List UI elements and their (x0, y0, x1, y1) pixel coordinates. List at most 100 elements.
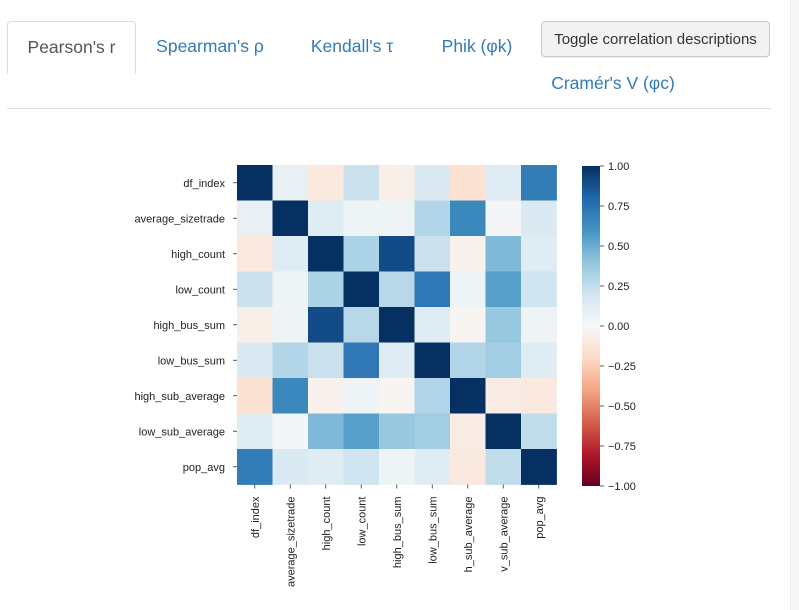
heatmap-cell-average_sizetrade-high_bus_sum (379, 200, 415, 237)
heatmap-cell-high_bus_sum-high_sub_average (450, 307, 486, 343)
heatmap-cell-low_bus_sum-average_sizetrade (272, 342, 309, 379)
heatmap-cell-pop_avg-pop_avg (521, 449, 557, 485)
heatmap-cell-high_bus_sum-high_bus_sum (379, 307, 415, 343)
heatmap-cell-df_index-high_bus_sum (379, 165, 415, 201)
heatmap-cell-low_count-low_sub_average (485, 271, 522, 308)
heatmap-cell-high_sub_average-high_count (308, 378, 344, 414)
tab-phik[interactable]: Phik (φk) (441, 36, 513, 56)
heatmap-cell-low_bus_sum-high_sub_average (450, 342, 486, 379)
row-label-high_bus_sum: high_bus_sum (153, 320, 225, 332)
heatmap-cell-low_count-pop_avg (521, 271, 557, 308)
heatmap-cell-high_count-high_count (308, 236, 344, 272)
heatmap-cell-pop_avg-high_bus_sum (379, 449, 415, 485)
colorbar-tick-label: 1.00 (608, 161, 629, 173)
heatmap-cell-high_bus_sum-df_index (237, 307, 273, 343)
heatmap-cell-low_count-high_bus_sum (379, 271, 415, 308)
heatmap-cell-low_bus_sum-high_count (308, 342, 344, 379)
heatmap-cell-high_sub_average-low_sub_average (485, 378, 522, 414)
heatmap-cell-pop_avg-df_index (237, 449, 273, 485)
heatmap-cell-low_bus_sum-low_bus_sum (414, 342, 451, 379)
vertical-scrollbar[interactable] (790, 0, 799, 610)
heatmap-cell-low_count-high_sub_average (450, 271, 486, 308)
heatmap-cell-low_bus_sum-high_bus_sum (379, 342, 415, 379)
heatmap-cell-high_bus_sum-low_count (343, 307, 380, 343)
pearson-correlation-heatmap: df_index average_sizetrade high_count low_c… (134, 161, 636, 587)
column-label-low_count: low_count (356, 497, 368, 547)
column-label-low_sub_average: v_sub_average (498, 497, 510, 572)
correlation-tab-bar: Pearson's r Spearman's ρ Kendall's τ Phi… (7, 0, 771, 109)
row-label-average_sizetrade: average_sizetrade (134, 213, 225, 225)
heatmap-cell-low_bus_sum-low_sub_average (485, 342, 522, 379)
heatmap-cell-high_sub_average-low_count (343, 378, 380, 414)
heatmap-cell-low_bus_sum-df_index (237, 342, 273, 379)
row-label-low_sub_average: low_sub_average (139, 426, 225, 438)
column-label-df_index: df_index (250, 496, 262, 538)
column-label-high_sub_average: h_sub_average (463, 497, 475, 573)
tab-spearman[interactable]: Spearman's ρ (156, 36, 264, 56)
heatmap-cell-low_sub_average-low_count (343, 413, 380, 450)
heatmap-cell-high_sub_average-pop_avg (521, 378, 557, 414)
row-label-high_sub_average: high_sub_average (134, 391, 225, 403)
heatmap-cell-low_count-low_count (343, 271, 380, 308)
column-label-average_sizetrade: average_sizetrade (285, 497, 297, 588)
heatmap-cell-average_sizetrade-low_sub_average (485, 200, 522, 237)
heatmap-cell-pop_avg-low_count (343, 449, 380, 485)
colorbar-tick-label: 0.50 (608, 241, 629, 253)
heatmap-cell-average_sizetrade-high_count (308, 200, 344, 237)
heatmap-cell-low_sub_average-average_sizetrade (272, 413, 309, 450)
heatmap-cell-high_bus_sum-low_bus_sum (414, 307, 451, 343)
colorbar-tick-label: 0.25 (608, 281, 629, 293)
heatmap-cell-df_index-high_sub_average (450, 165, 486, 201)
toggle-correlation-descriptions-button[interactable]: Toggle correlation descriptions (541, 21, 770, 57)
heatmap-cell-high_count-low_count (343, 236, 380, 272)
heatmap-cell-df_index-low_bus_sum (414, 165, 451, 201)
heatmap-column-labels: df_index average_sizetrade high_count low_c… (250, 496, 546, 587)
heatmap-cell-high_count-high_bus_sum (379, 236, 415, 272)
heatmap-cell-low_count-high_count (308, 271, 344, 308)
heatmap-cell-pop_avg-average_sizetrade (272, 449, 309, 485)
heatmap-cell-high_count-average_sizetrade (272, 236, 309, 272)
column-label-low_bus_sum: low_bus_sum (427, 497, 439, 564)
heatmap-cell-low_count-df_index (237, 271, 273, 308)
heatmap-cell-high_bus_sum-low_sub_average (485, 307, 522, 343)
tab-cramers-v[interactable]: Cramér's V (φc) (551, 73, 675, 93)
colorbar-tick-label: 0.75 (608, 201, 629, 213)
heatmap-cell-pop_avg-low_sub_average (485, 449, 522, 485)
heatmap-cell-pop_avg-high_sub_average (450, 449, 486, 485)
heatmap-cell-high_count-low_bus_sum (414, 236, 451, 272)
column-label-high_bus_sum: high_bus_sum (392, 497, 404, 569)
heatmap-cell-df_index-df_index (237, 165, 273, 201)
row-label-low_count: low_count (175, 284, 225, 296)
heatmap-cell-high_sub_average-high_bus_sum (379, 378, 415, 414)
row-label-df_index: df_index (183, 178, 225, 190)
heatmap-cell-pop_avg-low_bus_sum (414, 449, 451, 485)
colorbar-tick-label: −1.00 (608, 481, 636, 493)
heatmap-cell-df_index-average_sizetrade (272, 165, 309, 201)
tab-pearson[interactable]: Pearson's r (7, 21, 136, 74)
heatmap-cell-low_bus_sum-low_count (343, 342, 380, 379)
heatmap-cell-average_sizetrade-high_sub_average (450, 200, 486, 237)
heatmap-cells (237, 165, 557, 485)
column-label-high_count: high_count (321, 497, 333, 551)
heatmap-cell-low_sub_average-df_index (237, 413, 273, 450)
heatmap-cell-df_index-low_count (343, 165, 380, 201)
heatmap-cell-low_sub_average-low_bus_sum (414, 413, 451, 450)
heatmap-cell-pop_avg-high_count (308, 449, 344, 485)
heatmap-cell-high_sub_average-average_sizetrade (272, 378, 309, 414)
heatmap-cell-high_bus_sum-average_sizetrade (272, 307, 309, 343)
colorbar-tick-label: −0.25 (608, 361, 636, 373)
heatmap-cell-low_sub_average-low_sub_average (485, 413, 522, 450)
heatmap-cell-average_sizetrade-pop_avg (521, 200, 557, 237)
heatmap-cell-average_sizetrade-low_bus_sum (414, 200, 451, 237)
heatmap-cell-df_index-low_sub_average (485, 165, 522, 201)
heatmap-cell-high_bus_sum-high_count (308, 307, 344, 343)
heatmap-cell-high_count-pop_avg (521, 236, 557, 272)
tab-kendall[interactable]: Kendall's τ (310, 36, 394, 56)
heatmap-cell-average_sizetrade-df_index (237, 200, 273, 237)
heatmap-cell-df_index-pop_avg (521, 165, 557, 201)
heatmap-cell-high_sub_average-low_bus_sum (414, 378, 451, 414)
heatmap-cell-high_count-df_index (237, 236, 273, 272)
colorbar (582, 166, 600, 486)
heatmap-cell-low_bus_sum-pop_avg (521, 342, 557, 379)
heatmap-cell-low_sub_average-high_count (308, 413, 344, 450)
